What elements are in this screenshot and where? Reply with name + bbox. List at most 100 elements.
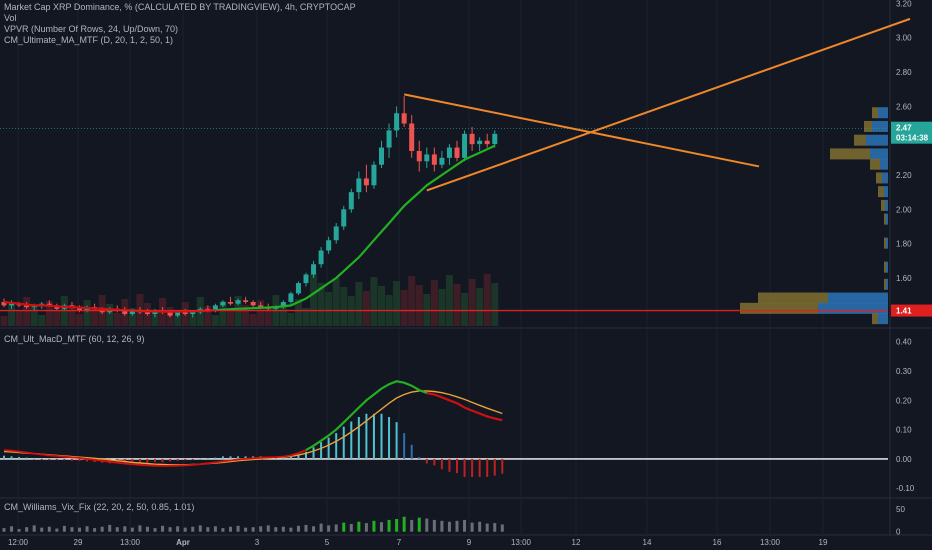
vix-bar (183, 527, 187, 532)
legend-symbol: Market Cap XRP Dominance, % (CALCULATED … (4, 2, 356, 12)
volume-bar (476, 288, 484, 326)
volume-bar (370, 277, 378, 326)
macd-histogram-bar (221, 456, 224, 459)
candle-body (348, 192, 354, 210)
volume-bar (332, 278, 340, 326)
vix-bar (312, 526, 316, 532)
vix-bar (455, 520, 459, 532)
vix-bar (281, 526, 285, 532)
volume-bar (317, 283, 325, 326)
macd-histogram-bar (425, 458, 428, 464)
candle-body (1, 301, 7, 306)
volume-bar (0, 316, 8, 326)
candle-body (167, 312, 173, 316)
macd-histogram-bar (388, 417, 391, 459)
axes: 3.203.002.802.602.402.202.001.801.601.40… (8, 0, 915, 547)
volume-bar (113, 313, 121, 326)
candle-body (416, 150, 422, 162)
candle-body (424, 154, 430, 162)
level-badge (891, 304, 932, 317)
candle-body (182, 312, 188, 314)
vpvr-row-down (854, 134, 866, 146)
volume-bar (53, 310, 61, 326)
price-tick-label: 2.60 (896, 102, 912, 111)
candle-body (175, 312, 181, 316)
vix-bar (402, 516, 406, 532)
candle-body (46, 303, 52, 306)
vix-bar (145, 526, 149, 532)
volume-bar (287, 313, 295, 326)
vpvr-row-down (870, 158, 880, 170)
vix-bar (47, 526, 51, 532)
vix-bar (168, 527, 172, 532)
candle-body (258, 305, 264, 308)
macd-histogram-bar (55, 458, 58, 461)
candle-body (454, 147, 460, 158)
candle-body (122, 310, 128, 314)
macd-histogram-bar (357, 417, 360, 459)
legend-ma: CM_Ultimate_MA_MTF (D, 20, 1, 2, 50, 1) (4, 35, 174, 45)
time-tick-label: 3 (255, 538, 260, 547)
volume-bar (438, 289, 446, 326)
macd-histogram-bar (33, 458, 36, 460)
vix-bar (123, 526, 127, 532)
vix-bar (2, 528, 6, 532)
vix-bar (176, 526, 180, 532)
macd-histogram-bar (184, 458, 187, 461)
candle-body (484, 140, 490, 145)
vpvr-row-up (882, 172, 888, 184)
legend-volume: Vol (4, 13, 17, 23)
macd-histogram-bar (18, 456, 21, 459)
vpvr-row-down (881, 199, 885, 211)
macd-histogram-bar (478, 458, 481, 477)
vpvr-row-down (884, 261, 886, 273)
volume-bar (340, 287, 348, 326)
candle-body (303, 274, 309, 284)
candle-body (363, 178, 369, 186)
candle-body (220, 301, 226, 306)
macd-histogram-bar (403, 433, 406, 459)
candle-body (280, 301, 286, 308)
macd-histogram-bar (131, 458, 134, 463)
volume-bar (30, 306, 38, 326)
candle-body (235, 300, 241, 304)
volume-bar (189, 311, 197, 326)
volume-bar (151, 312, 159, 326)
candle-body (190, 312, 196, 314)
candle-body (379, 147, 384, 165)
volume-bar (491, 283, 499, 326)
vix-legend: CM_Williams_Vix_Fix (22, 20, 2, 50, 0.85… (4, 502, 194, 513)
macd-tick-label: 0.40 (896, 338, 912, 347)
vix-bar (32, 525, 36, 532)
candle-body (250, 301, 256, 306)
macd-histogram-bar (3, 455, 5, 459)
macd-histogram-bar (40, 458, 43, 460)
time-tick-label: 5 (325, 538, 330, 547)
macd-histogram-bar (380, 413, 383, 459)
macd-legend: CM_Ult_MacD_MTF (60, 12, 26, 9) (4, 334, 145, 345)
vix-bar (327, 525, 331, 532)
vix-bar (296, 525, 300, 532)
vix-tick-label: 0 (896, 528, 901, 537)
time-tick-label: Apr (176, 538, 190, 547)
vix-bar (478, 521, 482, 532)
vix-bar (191, 526, 195, 532)
price-tick-label: 2.80 (896, 68, 912, 77)
macd-histogram-bar (146, 458, 149, 463)
time-tick-label: 29 (74, 538, 83, 547)
vix-bar (85, 526, 89, 532)
volume-bar (378, 286, 385, 326)
volume-bar (310, 274, 318, 326)
macd-histogram-bar (161, 458, 164, 463)
volume-bar (15, 311, 23, 326)
volume-bar (483, 274, 491, 326)
vix-bar (108, 524, 112, 532)
time-tick-label: 13:00 (511, 538, 532, 547)
price-tick-label: 3.00 (896, 34, 912, 43)
macd-histogram-bar (206, 458, 209, 459)
candle-body (462, 133, 468, 158)
vix-bar (229, 526, 232, 532)
vix-bar (10, 526, 14, 532)
trendlines (0, 17, 911, 312)
